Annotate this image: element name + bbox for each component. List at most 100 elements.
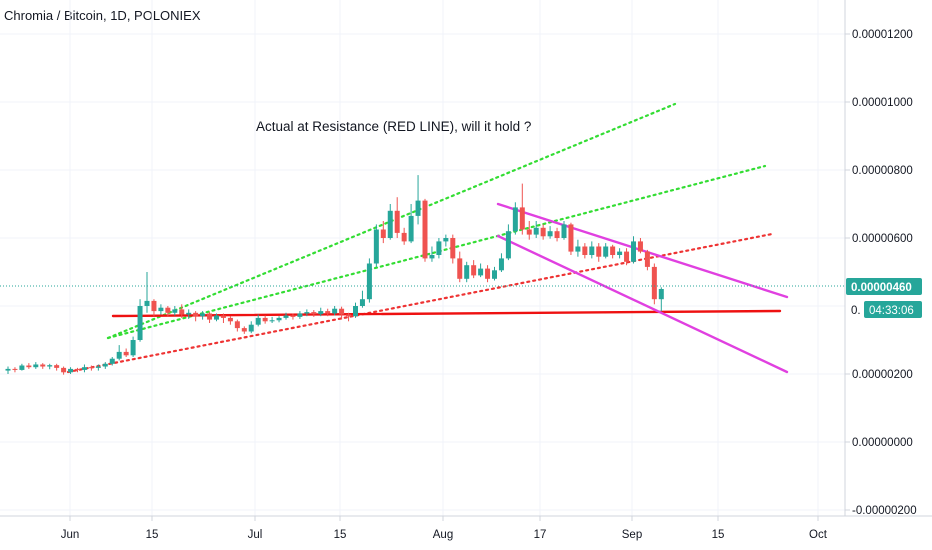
candle-body: [241, 328, 247, 332]
candle-body: [227, 317, 233, 322]
candle-body: [346, 314, 352, 317]
rising-support-line: [66, 232, 774, 374]
candle-body: [415, 200, 421, 216]
candle-body: [130, 340, 136, 356]
candle-body: [533, 227, 539, 235]
y-tick-label: 0.00000200: [852, 369, 913, 381]
candle-body: [561, 224, 567, 238]
countdown-badge: [864, 301, 922, 318]
candle-body: [61, 367, 67, 373]
candle-body: [248, 324, 254, 332]
candle-body: [644, 251, 650, 267]
candles: [5, 175, 664, 375]
y-tick-label: 0.00000000: [852, 437, 913, 449]
candle-body: [262, 317, 268, 322]
candle-body: [207, 313, 213, 320]
candle-body: [116, 351, 122, 359]
candle-body: [366, 263, 372, 300]
candle-body: [651, 266, 657, 300]
candle-body: [332, 308, 338, 314]
candle-body: [436, 241, 442, 255]
candle-body: [283, 315, 289, 318]
candle-body: [589, 246, 595, 255]
x-tick-label: Jun: [61, 529, 80, 541]
candle-body: [422, 200, 428, 259]
x-tick-label: Aug: [433, 529, 453, 541]
candle-body: [387, 210, 393, 238]
candle-body: [450, 238, 456, 259]
y-axis: 0.00001200 0.00001000 0.00000800 0.00000600…: [845, 29, 917, 517]
candle-body: [54, 365, 60, 368]
candle-body: [12, 368, 18, 370]
candle-body: [269, 320, 275, 322]
candle-body: [373, 229, 379, 264]
candle-body: [603, 246, 609, 257]
partial-tick-label: 0.: [851, 305, 861, 317]
candle-body: [5, 368, 11, 371]
candle-body: [255, 317, 261, 325]
candle-body: [380, 229, 386, 238]
candle-body: [290, 315, 296, 317]
candle-body: [359, 299, 365, 306]
last-price-badge: [846, 278, 922, 295]
candle-body: [471, 265, 477, 276]
candle-body: [339, 308, 345, 315]
candle-body: [464, 265, 470, 279]
candle-body: [637, 241, 643, 252]
candle-body: [220, 315, 226, 318]
candle-body: [200, 313, 206, 317]
candle-body: [547, 231, 553, 237]
candle-body: [137, 306, 143, 340]
candle-body: [401, 232, 407, 242]
candle-body: [68, 368, 74, 373]
y-tick-label: 0.00000600: [852, 233, 913, 245]
annotation-text: Actual at Resistance (RED LINE), will it…: [256, 119, 531, 134]
candle-body: [443, 238, 449, 242]
countdown-label: 04:33:06: [869, 305, 914, 317]
candle-body: [658, 289, 664, 300]
x-tick-label: Sep: [622, 529, 642, 541]
candle-body: [325, 311, 331, 314]
candle-body: [582, 246, 588, 255]
x-tick-label: Oct: [809, 529, 828, 541]
candle-body: [540, 227, 546, 237]
candle-body: [457, 258, 463, 279]
x-tick-label: 15: [146, 529, 159, 541]
falling-support-line: [496, 234, 789, 374]
candle-body: [151, 300, 157, 312]
candle-body: [353, 306, 358, 317]
candle-body: [179, 309, 185, 315]
candle-body: [144, 300, 150, 306]
candle-body: [394, 210, 400, 233]
candle-body: [172, 309, 178, 313]
y-tick-label: 0.00001000: [852, 97, 913, 109]
candle-body: [165, 307, 171, 313]
candle-body: [492, 270, 497, 279]
candle-body: [88, 367, 94, 369]
candle-body: [512, 207, 518, 232]
candle-body: [624, 251, 630, 262]
last-price-label: 0.00000460: [851, 282, 912, 294]
candle-body: [311, 312, 317, 315]
trendlines: [66, 102, 789, 374]
x-tick-label: Jul: [248, 529, 263, 541]
x-tick-label: 15: [334, 529, 347, 541]
candle-body: [318, 311, 324, 315]
candle-body: [95, 366, 101, 368]
candle-body: [109, 358, 115, 364]
candle-body: [631, 241, 636, 262]
x-tick-label: 17: [534, 529, 547, 541]
candle-body: [485, 268, 491, 279]
candle-body: [234, 321, 240, 329]
candle-body: [408, 215, 414, 242]
candle-body: [123, 351, 129, 356]
candle-body: [47, 365, 53, 367]
y-tick-label: 0.00001200: [852, 29, 913, 41]
x-tick-label: 15: [712, 529, 725, 541]
candle-body: [568, 224, 574, 252]
candle-body: [193, 312, 199, 317]
candle-body: [596, 246, 602, 257]
x-axis: Jun 15 Jul 15 Aug 17 Sep 15 Oct: [61, 516, 828, 541]
candle-body: [498, 258, 504, 271]
